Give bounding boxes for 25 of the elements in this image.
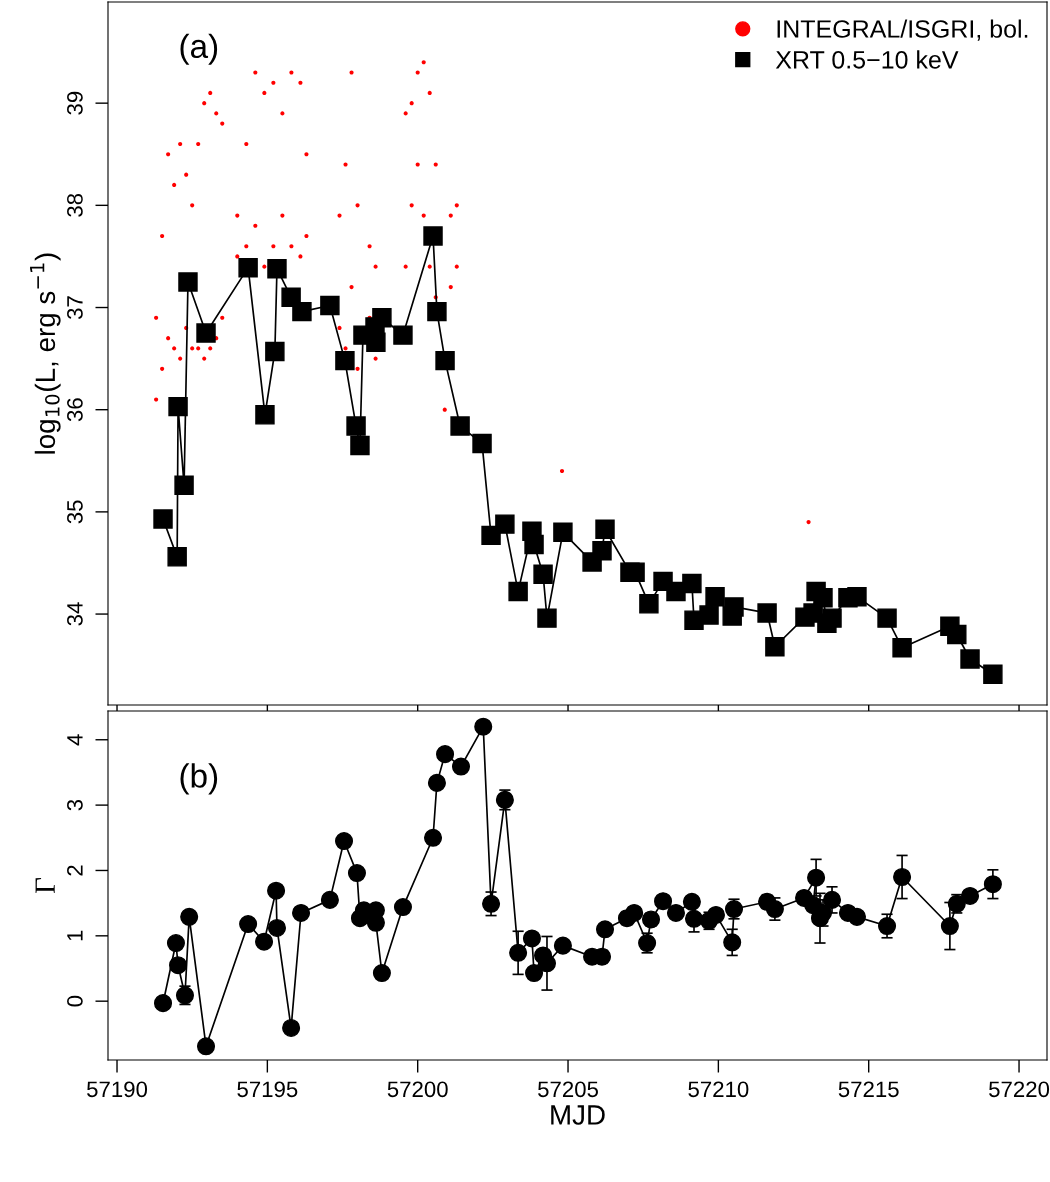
y-tick-label: 34 <box>67 602 83 626</box>
x-tick-label: 57210 <box>688 1081 749 1098</box>
y-tick-label: 3 <box>67 799 83 811</box>
y-axis-title: Γ <box>35 878 55 894</box>
y-tick-label: 37 <box>67 296 83 320</box>
y-tick-label: 0 <box>67 995 83 1007</box>
annotation: (b) <box>180 763 218 795</box>
y-tick-label: 4 <box>67 734 83 746</box>
y-tick-label: 39 <box>67 91 83 115</box>
x-tick-label: 57205 <box>538 1081 598 1098</box>
x-tick-label: 57200 <box>387 1081 448 1098</box>
y-tick-label: 38 <box>67 193 83 217</box>
legend-label: XRT 0.5−10 keV <box>775 50 959 69</box>
x-tick-label: 57190 <box>87 1081 148 1098</box>
x-tick-label: 57195 <box>237 1081 298 1098</box>
y-tick-label: 35 <box>67 500 83 524</box>
y-tick-label: 1 <box>67 930 83 941</box>
y-tick-label: 2 <box>67 865 83 876</box>
x-tick-label: 57215 <box>838 1081 899 1098</box>
annotation: (a) <box>180 33 218 65</box>
x-axis-title: MJD <box>551 1105 605 1125</box>
y-tick-label: 36 <box>67 398 83 422</box>
y-axis-title: log$_{10}$(L, erg s$^{−1}$) <box>30 253 61 454</box>
x-tick-label: 57220 <box>989 1081 1050 1098</box>
legend-label: INTEGRAL/ISGRI, bol. <box>777 19 1028 41</box>
